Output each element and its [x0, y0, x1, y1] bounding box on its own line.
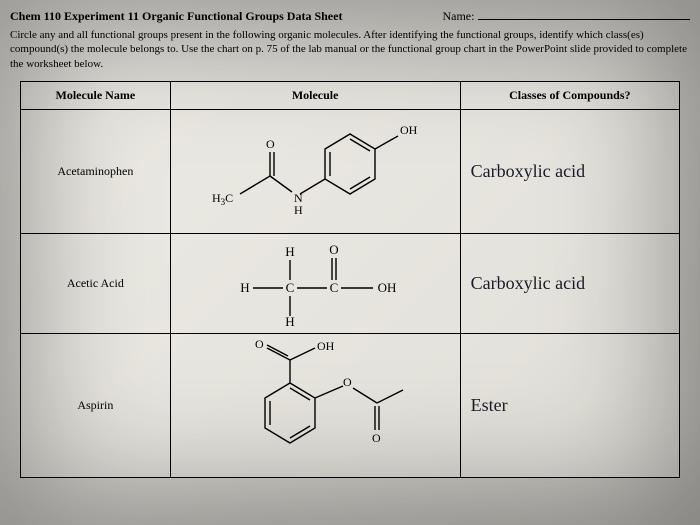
- c2-label: C: [330, 280, 339, 295]
- carboxyl-o-label: O: [255, 338, 264, 351]
- c1-label: C: [286, 280, 295, 295]
- table-row: Aspirin: [21, 333, 680, 477]
- aspirin-structure: O OH O O: [185, 338, 445, 473]
- acetic-acid-structure: H C C H H O OH: [205, 238, 425, 328]
- molecule-name-cell: Acetaminophen: [21, 109, 171, 233]
- nh-h-label: H: [294, 203, 303, 217]
- ester-dbl-o-label: O: [372, 431, 381, 445]
- class-answer-cell[interactable]: Carboxylic acid: [460, 109, 679, 233]
- o-dbl-label: O: [329, 242, 338, 257]
- carboxyl-oh-label: OH: [317, 339, 335, 353]
- table-row: Acetaminophen: [21, 109, 680, 233]
- h3c-label: H3C: [212, 191, 233, 207]
- col-header-class: Classes of Compounds?: [460, 81, 679, 109]
- col-header-molecule: Molecule: [170, 81, 460, 109]
- molecule-structure-cell: O OH O O: [170, 333, 460, 477]
- instructions-text: Circle any and all functional groups pre…: [10, 28, 690, 71]
- acetaminophen-structure: OH O N H H3C: [180, 114, 450, 229]
- molecule-name-cell: Aspirin: [21, 333, 171, 477]
- table-header-row: Molecule Name Molecule Classes of Compou…: [21, 81, 680, 109]
- molecule-structure-cell: OH O N H H3C: [170, 109, 460, 233]
- col-header-name: Molecule Name: [21, 81, 171, 109]
- name-blank-line[interactable]: [478, 8, 690, 20]
- sheet-title: Chem 110 Experiment 11 Organic Functiona…: [10, 9, 342, 24]
- oh-label: OH: [378, 280, 397, 295]
- ester-o-label: O: [343, 375, 352, 389]
- carbonyl-o-label: O: [266, 137, 275, 151]
- worksheet-sheet: Chem 110 Experiment 11 Organic Functiona…: [0, 0, 700, 525]
- name-label: Name:: [442, 9, 474, 24]
- class-answer-cell[interactable]: Ester: [460, 333, 679, 477]
- class-answer-cell[interactable]: Carboxylic acid: [460, 233, 679, 333]
- h-top-label: H: [285, 244, 294, 259]
- oh-label: OH: [400, 123, 418, 137]
- h-left-label: H: [240, 280, 249, 295]
- molecule-structure-cell: H C C H H O OH: [170, 233, 460, 333]
- header-row: Chem 110 Experiment 11 Organic Functiona…: [10, 8, 690, 24]
- table-row: Acetic Acid H C C: [21, 233, 680, 333]
- molecule-name-cell: Acetic Acid: [21, 233, 171, 333]
- functional-groups-table: Molecule Name Molecule Classes of Compou…: [20, 81, 680, 478]
- h-bottom-label: H: [285, 314, 294, 328]
